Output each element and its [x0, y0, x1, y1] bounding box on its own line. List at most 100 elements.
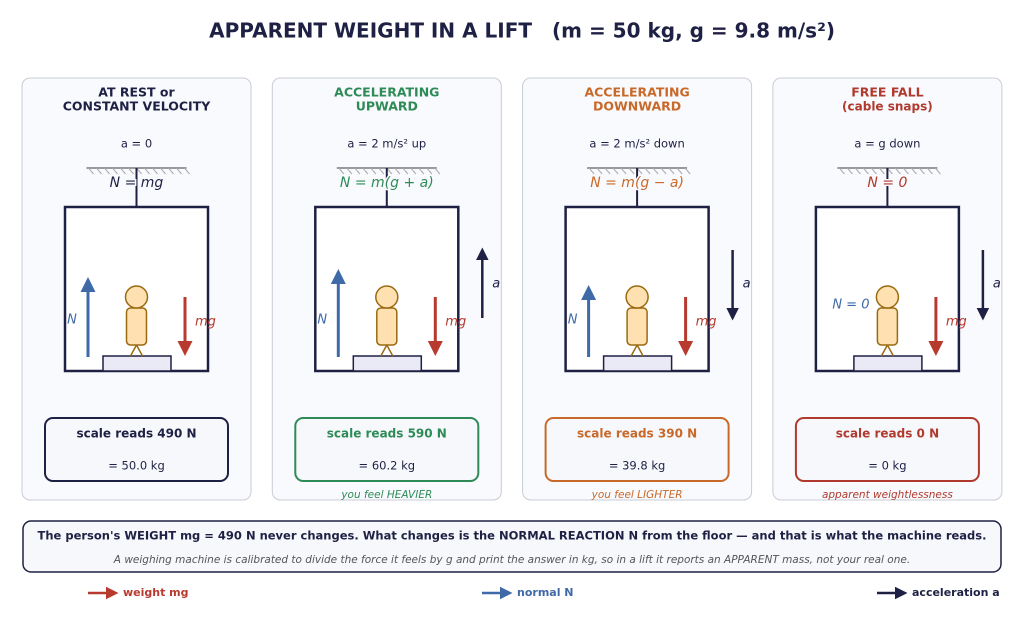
person-head	[875, 285, 900, 309]
hatch	[863, 167, 869, 175]
weight-label: mg	[195, 315, 216, 330]
person-head	[124, 285, 149, 309]
hatch	[144, 167, 150, 175]
caption: you feel LIGHTER	[591, 489, 683, 501]
scale-box	[294, 417, 480, 482]
apparent-mass: = 39.8 kg	[609, 459, 666, 473]
hatch	[919, 167, 925, 175]
title-params: (m = 50 kg, g = 9.8 m/s²)	[552, 19, 835, 43]
hatch	[120, 167, 126, 175]
acceleration-label: a = g down	[854, 137, 920, 151]
panel-heading: ACCELERATING	[584, 85, 689, 100]
panel-heading: AT REST or	[98, 85, 175, 100]
hatch	[338, 167, 345, 175]
note-line: The person's WEIGHT mg = 490 N never cha…	[38, 529, 987, 543]
hatch	[96, 167, 102, 175]
hatch	[628, 167, 635, 175]
scale-box	[44, 417, 229, 482]
scale-platform	[352, 355, 423, 372]
apparent-mass: = 50.0 kg	[108, 459, 165, 473]
hatch	[168, 167, 174, 175]
hatch	[903, 167, 909, 175]
acceleration-arrow-label: a	[492, 277, 500, 292]
hatch	[652, 167, 659, 175]
panel-heading: CONSTANT VELOCITY	[63, 99, 212, 114]
scale-reading: scale reads 590 N	[327, 427, 447, 441]
person-body	[125, 307, 148, 346]
hatch	[676, 167, 683, 175]
scale-box	[794, 417, 980, 482]
hatch	[184, 167, 190, 175]
hatch	[604, 167, 611, 175]
acceleration-arrow-label: a	[993, 277, 1001, 292]
person-head	[375, 285, 399, 309]
hatch	[847, 167, 853, 175]
weight-label: mg	[696, 315, 717, 330]
hatch	[152, 167, 158, 175]
panel-heading: (cable snaps)	[842, 100, 933, 114]
equation: N = 0	[867, 175, 907, 191]
title: APPARENT WEIGHT IN A LIFT	[209, 19, 532, 43]
hatch	[104, 167, 110, 175]
hatch	[871, 167, 877, 175]
normal-label: N = 0	[832, 298, 869, 313]
normal-label: N	[568, 313, 578, 328]
acceleration-label: a = 2 m/s² down	[589, 137, 684, 151]
scale-reading: scale reads 390 N	[577, 427, 697, 441]
legend-label: normal N	[517, 586, 574, 599]
hatch	[418, 167, 425, 175]
hatch	[112, 167, 118, 175]
caption: apparent weightlessness	[822, 489, 953, 501]
panel-heading: DOWNWARD	[593, 99, 681, 114]
hatch	[927, 167, 933, 175]
hatch	[855, 167, 861, 175]
caption: you feel HEAVIER	[340, 489, 432, 501]
hatch	[128, 167, 134, 175]
panel-heading: FREE FALL	[851, 85, 923, 100]
note-line: A weighing machine is calibrated to divi…	[113, 554, 910, 566]
scale-platform	[102, 355, 172, 372]
hatch	[684, 167, 691, 175]
hatch	[88, 167, 94, 175]
person-body	[626, 307, 648, 346]
legend-label: weight mg	[123, 586, 189, 599]
hatch	[410, 167, 417, 175]
scale-platform	[602, 355, 673, 372]
hatch	[911, 167, 917, 175]
hatch	[362, 167, 369, 175]
hatch	[160, 167, 166, 175]
acceleration-label: a = 0	[121, 137, 152, 151]
hatch	[354, 167, 361, 175]
scale-reading: scale reads 490 N	[76, 427, 196, 441]
hatch	[588, 167, 595, 175]
hatch	[879, 167, 885, 175]
note-box	[22, 520, 1002, 573]
hatch	[620, 167, 627, 175]
equation: N = m(g + a)	[340, 175, 434, 191]
hatch	[839, 167, 845, 175]
scale-box	[544, 417, 730, 482]
acceleration-arrow-label: a	[743, 277, 751, 292]
hatch	[596, 167, 603, 175]
person-body	[376, 307, 398, 346]
hatch	[394, 167, 401, 175]
person-head	[625, 285, 649, 309]
hatch	[935, 167, 941, 175]
hatch	[378, 167, 385, 175]
equation: N = m(g − a)	[590, 175, 684, 191]
hatch	[612, 167, 619, 175]
person-body	[876, 307, 899, 346]
hatch	[426, 167, 433, 175]
hatch	[434, 167, 441, 175]
hatch	[346, 167, 353, 175]
equation: N = mg	[110, 175, 164, 191]
weight-label: mg	[946, 315, 967, 330]
panel-heading: UPWARD	[356, 99, 418, 114]
scale-reading: scale reads 0 N	[836, 427, 939, 441]
apparent-mass: = 60.2 kg	[359, 459, 416, 473]
normal-label: N	[317, 313, 327, 328]
hatch	[668, 167, 675, 175]
scale-platform	[853, 355, 923, 372]
hatch	[370, 167, 377, 175]
